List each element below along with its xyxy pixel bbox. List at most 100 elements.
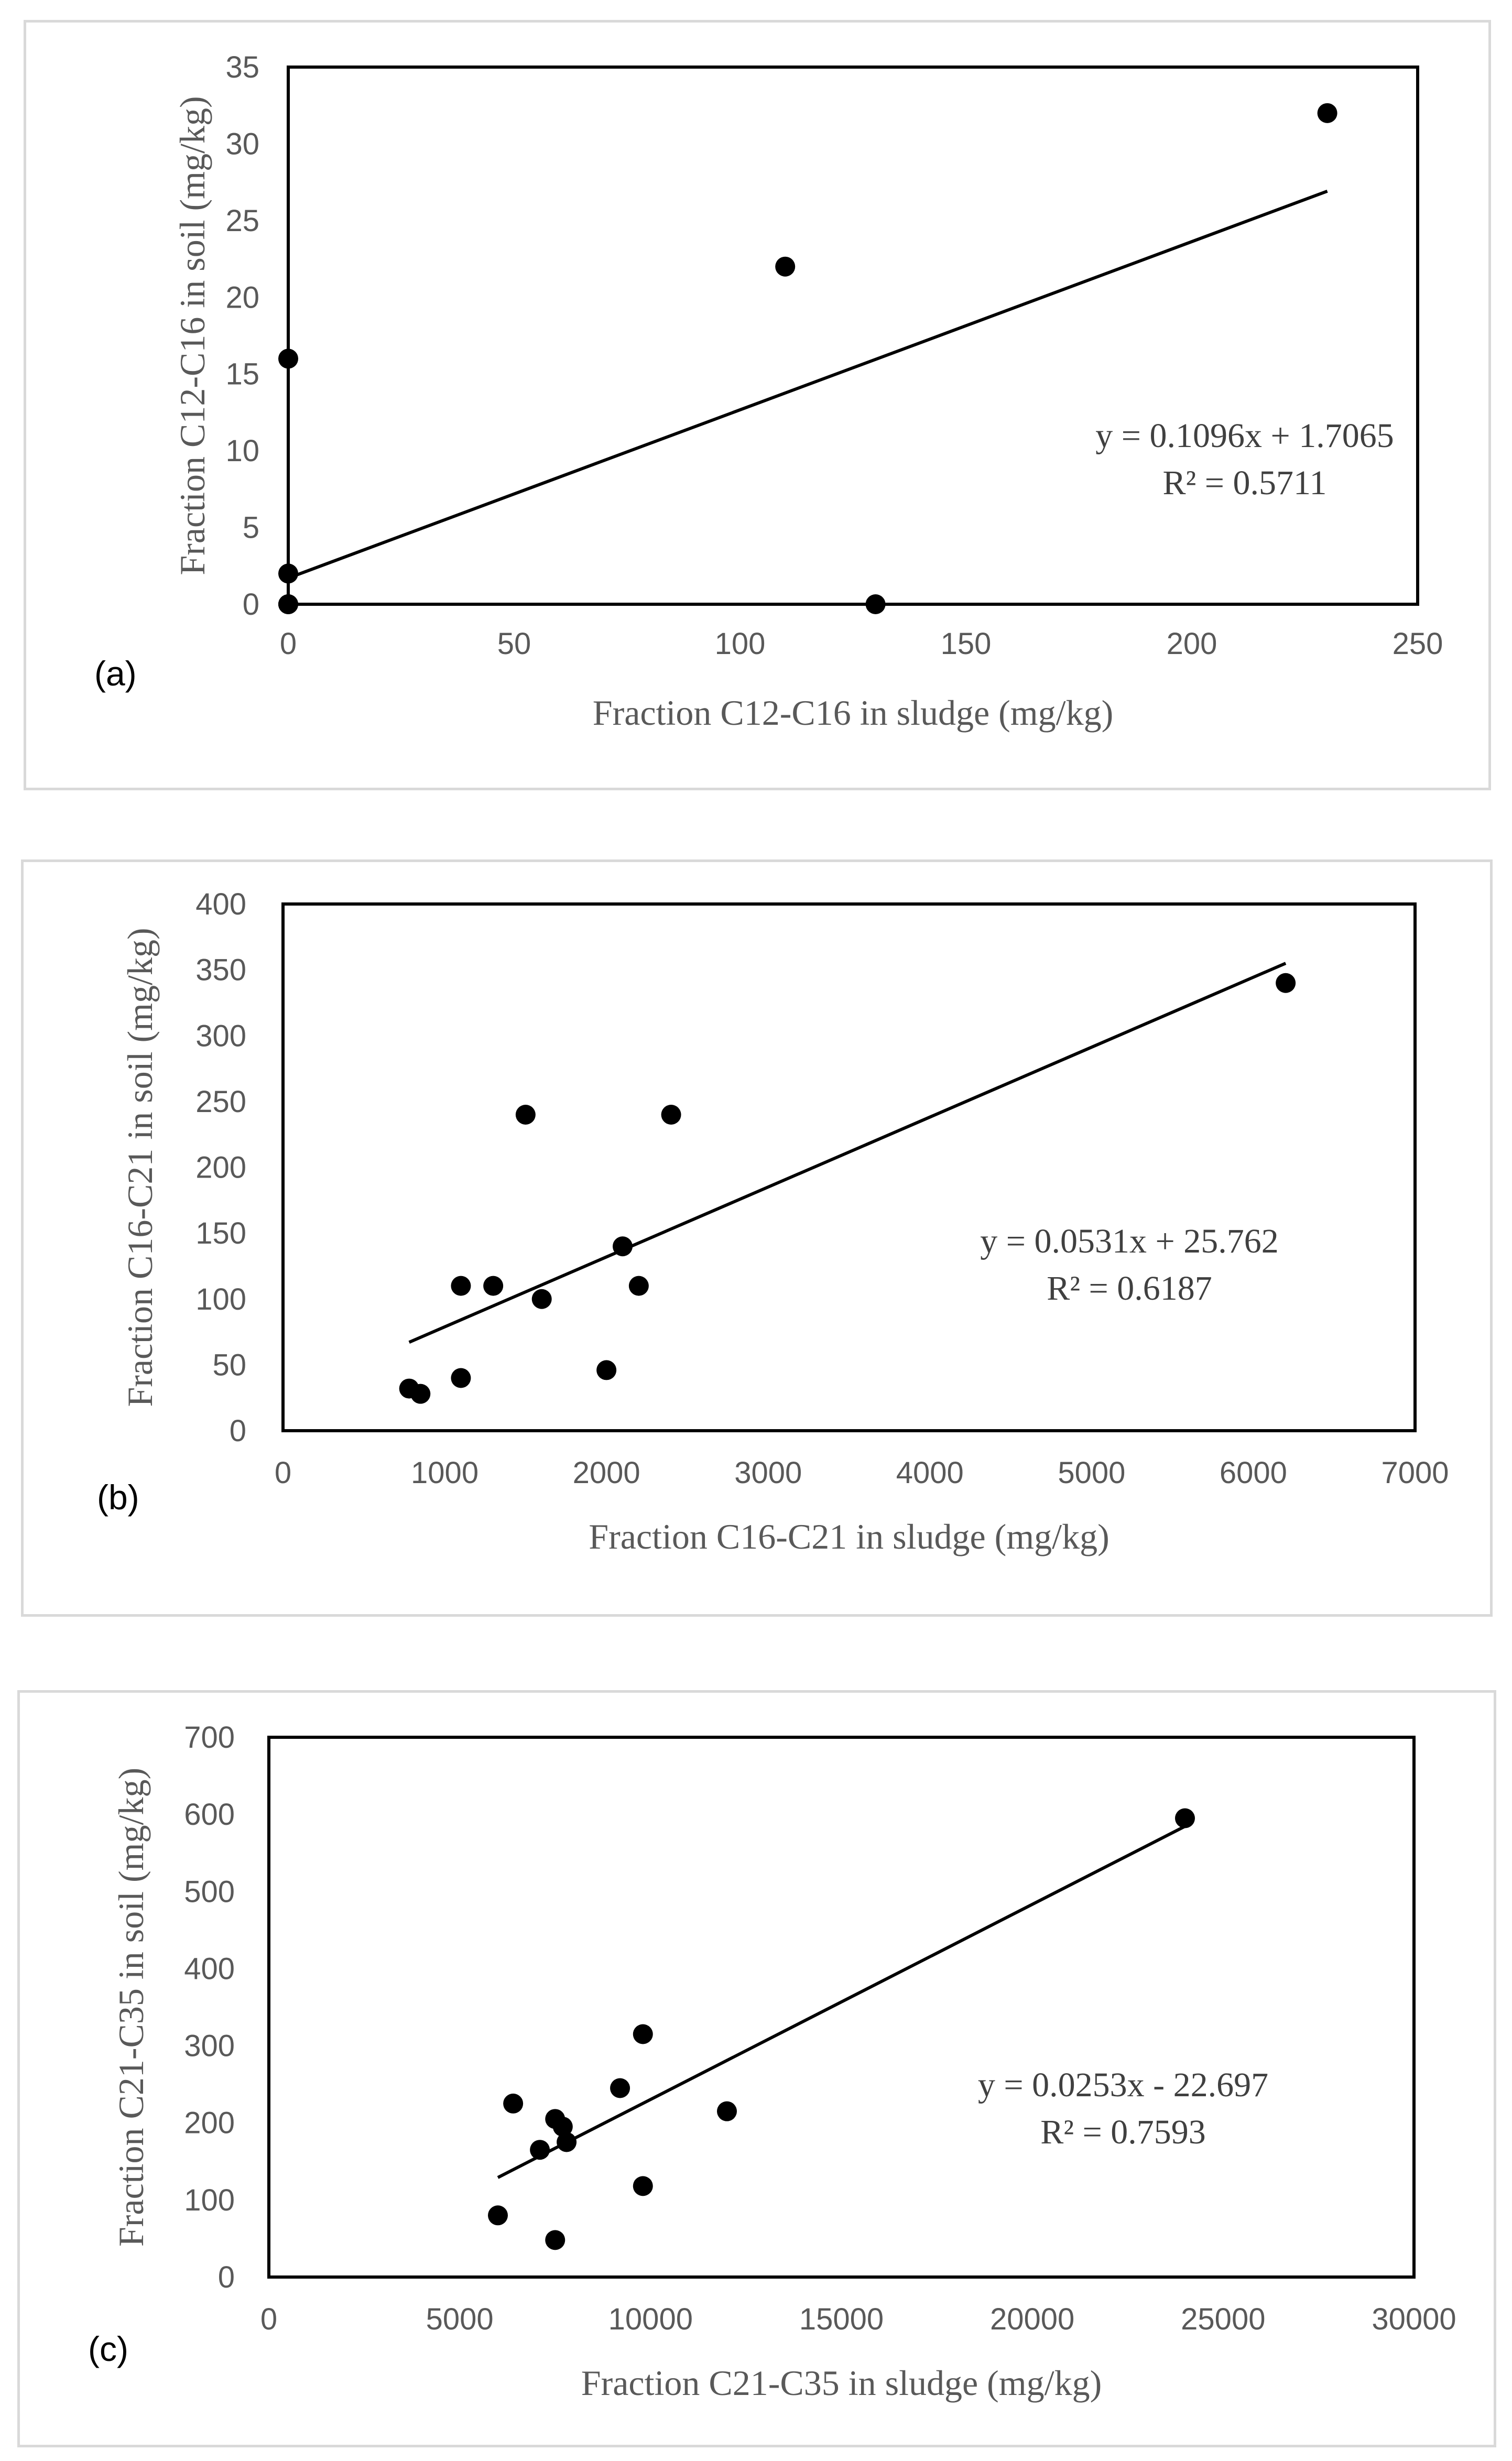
y-tick-label: 100 bbox=[184, 2183, 235, 2217]
data-point bbox=[1276, 973, 1296, 993]
x-tick-label: 0 bbox=[260, 2302, 277, 2336]
y-tick-label: 300 bbox=[195, 1019, 246, 1053]
y-tick-label: 300 bbox=[184, 2029, 235, 2063]
trendline-equation: y = 0.1096x + 1.7065 bbox=[1095, 417, 1394, 455]
data-point bbox=[530, 2140, 550, 2160]
panel-label-c: (c) bbox=[88, 2329, 128, 2368]
y-tick-label: 20 bbox=[225, 280, 259, 314]
x-tick-label: 200 bbox=[1167, 627, 1217, 661]
data-point bbox=[633, 2024, 653, 2044]
linear-trendline bbox=[497, 1825, 1186, 2179]
x-tick-label: 3000 bbox=[734, 1456, 802, 1490]
plot-area-frame bbox=[281, 902, 1417, 1432]
trendline-equation: y = 0.0531x + 25.762 bbox=[980, 1222, 1278, 1260]
y-tick-label: 400 bbox=[184, 1952, 235, 1986]
data-point bbox=[610, 2078, 630, 2098]
data-point bbox=[451, 1368, 471, 1388]
y-tick-label: 700 bbox=[184, 1720, 235, 1755]
chart-panel-c: 0 100 200 300 400 500 600 700 0 5000 10000 15000 200… bbox=[17, 1690, 1496, 2447]
x-tick-label: 50 bbox=[497, 627, 531, 661]
data-point bbox=[545, 2230, 565, 2250]
y-tick-label: 350 bbox=[195, 953, 246, 987]
x-tick-label: 1000 bbox=[411, 1456, 478, 1490]
y-axis-label: Fraction C16-C21 in soil (mg/kg) bbox=[120, 928, 160, 1407]
data-point bbox=[628, 1276, 649, 1296]
x-axis-label: Fraction C21-C35 in sludge (mg/kg) bbox=[581, 2363, 1102, 2403]
x-tick-label: 20000 bbox=[990, 2302, 1074, 2336]
y-tick-label: 200 bbox=[195, 1151, 246, 1185]
x-tick-label: 250 bbox=[1393, 627, 1443, 661]
x-axis-label: Fraction C12-C16 in sludge (mg/kg) bbox=[593, 693, 1113, 733]
y-tick-label: 600 bbox=[184, 1798, 235, 1832]
y-tick-label: 100 bbox=[195, 1282, 246, 1316]
x-tick-label: 30000 bbox=[1372, 2302, 1456, 2336]
data-point bbox=[1175, 1808, 1195, 1828]
data-point bbox=[483, 1276, 504, 1296]
x-tick-label: 15000 bbox=[799, 2302, 884, 2336]
x-tick-label: 25000 bbox=[1181, 2302, 1265, 2336]
y-tick-label: 0 bbox=[243, 587, 259, 622]
scatter-chart-c: 0 100 200 300 400 500 600 700 0 5000 10000 15000 200… bbox=[88, 1720, 1456, 2403]
x-tick-label: 100 bbox=[715, 627, 766, 661]
x-tick-label: 5000 bbox=[1058, 1456, 1125, 1490]
data-point bbox=[596, 1360, 617, 1380]
data-point bbox=[1317, 103, 1337, 123]
y-tick-label: 50 bbox=[212, 1348, 246, 1382]
r-squared-value: R² = 0.7593 bbox=[1040, 2113, 1206, 2151]
data-point bbox=[531, 1289, 552, 1309]
y-tick-label: 10 bbox=[225, 434, 259, 468]
y-tick-label: 35 bbox=[225, 50, 259, 84]
data-point bbox=[278, 349, 298, 369]
trendline-equation: y = 0.0253x - 22.697 bbox=[978, 2066, 1268, 2104]
data-point bbox=[633, 2176, 653, 2196]
data-point bbox=[278, 594, 298, 614]
data-point bbox=[865, 594, 886, 614]
linear-trendline bbox=[408, 962, 1287, 1344]
data-point bbox=[775, 256, 796, 277]
data-point bbox=[410, 1384, 431, 1404]
y-tick-label: 400 bbox=[195, 887, 246, 921]
y-tick-label: 0 bbox=[230, 1414, 246, 1448]
x-tick-label: 0 bbox=[275, 1456, 291, 1490]
data-point bbox=[503, 2093, 524, 2114]
y-tick-label: 25 bbox=[225, 204, 259, 238]
scatter-chart-a: 0 5 10 15 20 25 30 35 0 50 100 150 200 250 Fraction C1… bbox=[94, 50, 1443, 733]
y-tick-label: 200 bbox=[184, 2106, 235, 2140]
y-tick-label: 30 bbox=[225, 127, 259, 161]
x-tick-label: 2000 bbox=[573, 1456, 640, 1490]
y-tick-label: 250 bbox=[195, 1085, 246, 1119]
panel-label-a: (a) bbox=[94, 654, 137, 693]
x-tick-label: 10000 bbox=[608, 2302, 693, 2336]
r-squared-value: R² = 0.5711 bbox=[1162, 464, 1326, 502]
y-tick-label: 15 bbox=[225, 357, 259, 391]
y-axis-label: Fraction C12-C16 in soil (mg/kg) bbox=[172, 96, 212, 575]
chart-panel-b: 0 50 100 150 200 250 300 350 400 0 1000 2000 3000 400… bbox=[21, 859, 1493, 1617]
data-point bbox=[613, 1236, 633, 1257]
plot-area-frame bbox=[287, 66, 1419, 606]
data-point bbox=[557, 2132, 577, 2152]
data-point bbox=[717, 2101, 737, 2121]
x-tick-label: 5000 bbox=[426, 2302, 494, 2336]
data-point bbox=[488, 2205, 508, 2226]
data-point bbox=[661, 1105, 681, 1125]
y-axis-label: Fraction C21-C35 in soil (mg/kg) bbox=[111, 1768, 151, 2247]
y-tick-label: 150 bbox=[195, 1216, 246, 1250]
linear-trendline bbox=[287, 189, 1328, 580]
x-tick-label: 4000 bbox=[896, 1456, 964, 1490]
data-point bbox=[451, 1276, 471, 1296]
chart-panel-a: 0 5 10 15 20 25 30 35 0 50 100 150 200 250 Fraction C1… bbox=[24, 20, 1491, 790]
data-point bbox=[278, 563, 298, 584]
r-squared-value: R² = 0.6187 bbox=[1047, 1269, 1212, 1308]
x-tick-label: 7000 bbox=[1381, 1456, 1449, 1490]
y-tick-label: 500 bbox=[184, 1875, 235, 1909]
plot-area-frame bbox=[267, 1736, 1416, 2279]
x-tick-label: 150 bbox=[941, 627, 992, 661]
y-tick-label: 0 bbox=[218, 2260, 235, 2294]
x-tick-label: 6000 bbox=[1220, 1456, 1287, 1490]
x-axis-label: Fraction C16-C21 in sludge (mg/kg) bbox=[589, 1517, 1109, 1556]
panel-label-b: (b) bbox=[97, 1478, 139, 1517]
x-tick-label: 0 bbox=[280, 627, 297, 661]
data-point bbox=[515, 1105, 536, 1125]
y-tick-label: 5 bbox=[243, 511, 259, 545]
